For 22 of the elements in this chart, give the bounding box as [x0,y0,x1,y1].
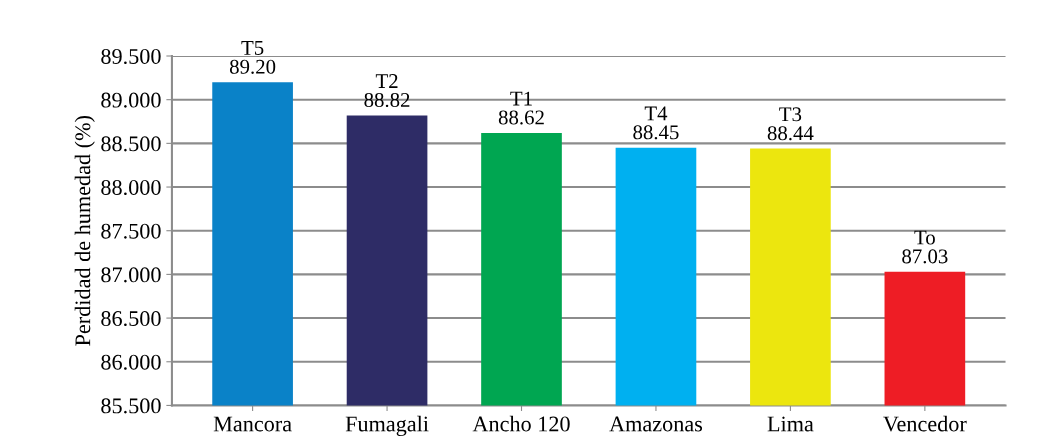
y-tick-label: 88.000 [101,179,161,196]
y-tick-label: 87.000 [101,267,161,283]
x-tick-label: Amazonas [609,416,703,432]
x-tick-label: Lima [767,416,814,432]
data-label: T2 88.82 [364,74,410,108]
y-tick-label: 87.500 [101,223,161,239]
data-label: T1 88.62 [498,91,544,125]
data-label: T4 88.45 [633,106,679,140]
y-axis-title: Perdidad de humedad (%) [74,116,95,346]
y-tick-label: 86.500 [101,311,161,327]
data-label: T5 89.20 [229,41,276,74]
y-tick-label: 89.500 [101,48,161,65]
x-tick-label: Vencedor [883,415,967,432]
data-label: T3 88.44 [767,107,814,141]
x-tick-label: Fumagali [345,415,429,437]
x-tick-label: Mancora [213,416,292,432]
y-tick-label: 88.500 [101,136,161,152]
x-tick-label: Ancho 120 [472,415,570,432]
y-tick-label: 85.500 [101,398,161,414]
data-label: To 87.03 [902,230,948,264]
y-tick-label: 89.000 [101,92,161,108]
y-tick-label: 86.000 [101,354,161,370]
